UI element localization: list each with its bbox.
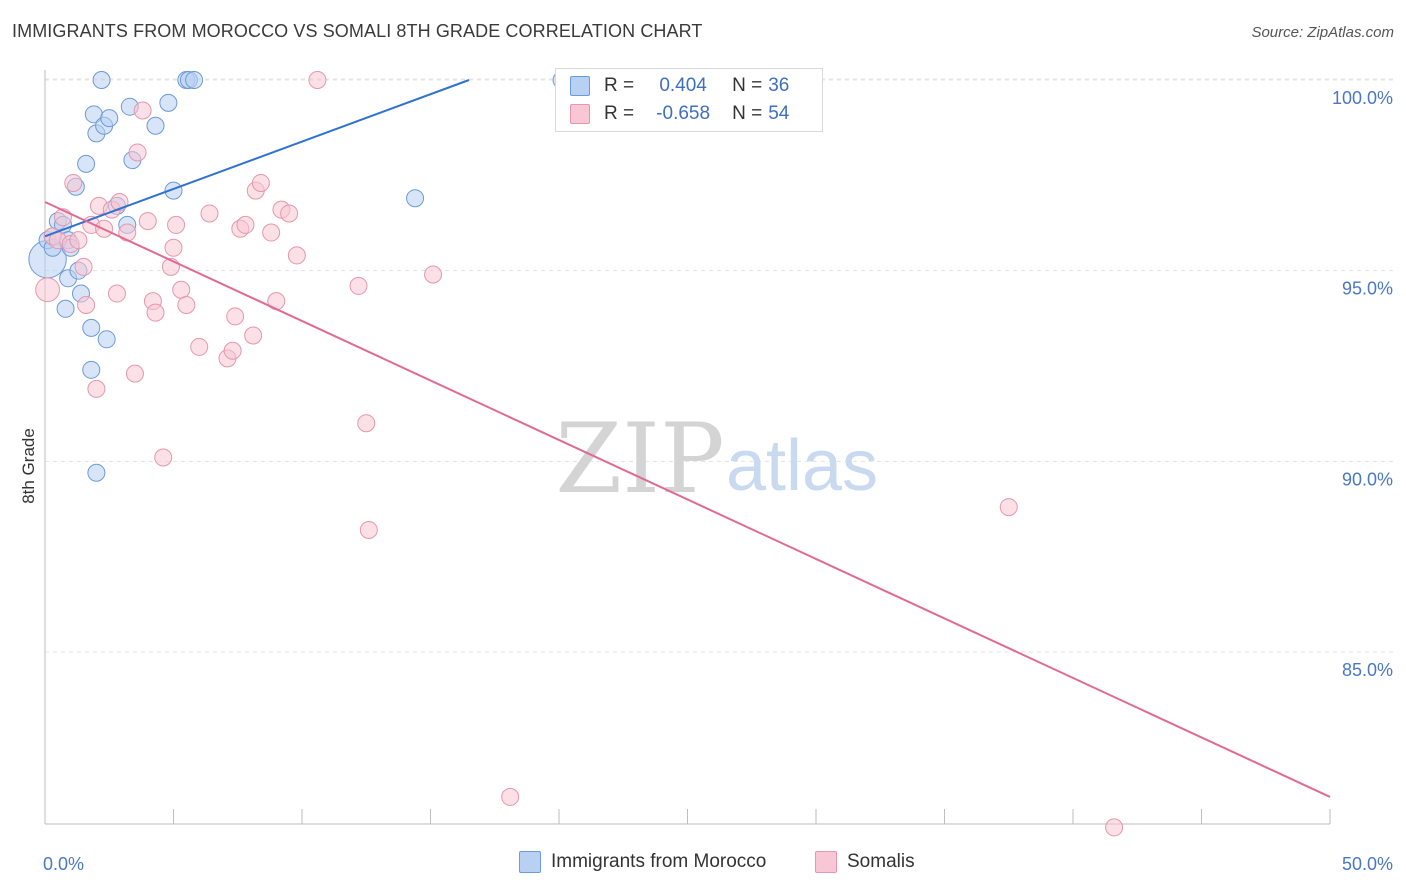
somali-point	[200, 204, 219, 223]
somali-point	[359, 520, 378, 539]
morocco-point	[82, 318, 101, 337]
chart-title: IMMIGRANTS FROM MOROCCO VS SOMALI 8TH GR…	[12, 21, 703, 41]
somali-point	[133, 101, 152, 120]
somali-point	[349, 276, 368, 295]
legend-r-value: 0.404	[659, 75, 707, 96]
legend-label-somalis: Somalis	[847, 851, 915, 872]
legend-n-value: 36	[768, 75, 790, 96]
morocco-point	[159, 93, 178, 112]
somali-point	[190, 337, 209, 356]
x-tick-label: 0.0%	[43, 854, 84, 874]
somali-point	[164, 238, 183, 257]
somali-point	[167, 215, 186, 234]
grid-lines	[45, 78, 1395, 653]
watermark-atlas: atlas	[726, 426, 878, 506]
somali-point	[308, 71, 327, 89]
watermark-zip: ZIP	[555, 403, 724, 515]
somali-point	[125, 364, 144, 383]
somali-trend-line	[44, 201, 1331, 798]
legend-row-morocco: R = 0.404 N = 36	[570, 73, 789, 99]
somali-point	[999, 498, 1018, 517]
y-axis-label: 8th Grade	[19, 428, 38, 504]
somali-point	[118, 223, 137, 242]
morocco-point	[92, 71, 111, 89]
source-label: Source: ZipAtlas.com	[1251, 24, 1394, 41]
somali-point	[236, 215, 255, 234]
y-tick-label: 95.0%	[1342, 279, 1393, 299]
legend-swatch-pink	[815, 851, 837, 873]
somali-point	[138, 212, 157, 231]
x-tick-label: 50.0%	[1342, 854, 1393, 874]
morocco-point	[87, 463, 106, 482]
somali-point	[64, 173, 83, 192]
somali-point	[251, 173, 270, 192]
somali-point	[280, 204, 299, 223]
legend-n-label: N =	[732, 75, 763, 96]
legend-r-value: -0.658	[656, 103, 711, 124]
somali-point	[77, 295, 96, 314]
somali-point	[287, 246, 306, 265]
morocco-point	[77, 154, 96, 173]
legend-swatch-pink	[570, 104, 590, 124]
somali-point	[128, 143, 147, 162]
morocco-point	[185, 71, 204, 89]
y-tick-label: 90.0%	[1342, 469, 1393, 489]
series-legend: Immigrants from Morocco Somalis	[0, 851, 1406, 877]
somali-point	[35, 277, 60, 303]
legend-item-somalis[interactable]: Somalis	[815, 851, 915, 873]
somali-point	[262, 223, 281, 242]
somali-point	[424, 265, 443, 284]
morocco-trend-line	[44, 79, 470, 238]
somali-point	[501, 787, 520, 806]
somali-point	[146, 303, 165, 322]
legend-swatch-blue	[519, 851, 541, 873]
stats-legend: R = 0.404 N = 36 R = -0.658 N = 54	[555, 68, 823, 132]
morocco-point	[56, 299, 75, 318]
somali-point	[172, 280, 191, 299]
y-tick-label: 85.0%	[1342, 660, 1393, 680]
somali-point	[226, 307, 245, 326]
morocco-point	[146, 116, 165, 135]
legend-r-label: R =	[604, 103, 635, 124]
somali-point	[107, 284, 126, 303]
legend-r-label: R =	[604, 75, 635, 96]
morocco-point	[100, 109, 119, 128]
somali-point	[1105, 818, 1124, 837]
legend-item-morocco[interactable]: Immigrants from Morocco	[519, 851, 766, 873]
y-tick-label: 100.0%	[1332, 88, 1393, 108]
somali-point	[74, 257, 93, 276]
legend-swatch-blue	[570, 76, 590, 96]
somali-point	[223, 341, 242, 360]
trend-lines	[44, 79, 1331, 798]
somali-point	[244, 326, 263, 345]
somali-point	[87, 379, 106, 398]
legend-label-morocco: Immigrants from Morocco	[551, 851, 767, 872]
somali-point	[357, 414, 376, 433]
somali-point	[69, 231, 88, 250]
legend-n-value: 54	[768, 103, 790, 124]
tick-labels: 100.0% 95.0% 90.0% 85.0% 0.0% 50.0%	[43, 88, 1393, 874]
morocco-point	[97, 330, 116, 349]
somali-point	[154, 448, 173, 467]
morocco-point	[82, 360, 101, 379]
somali-point	[177, 295, 196, 314]
legend-n-label: N =	[732, 103, 763, 124]
legend-row-somalis: R = -0.658 N = 54	[570, 101, 789, 127]
morocco-point	[406, 189, 425, 208]
